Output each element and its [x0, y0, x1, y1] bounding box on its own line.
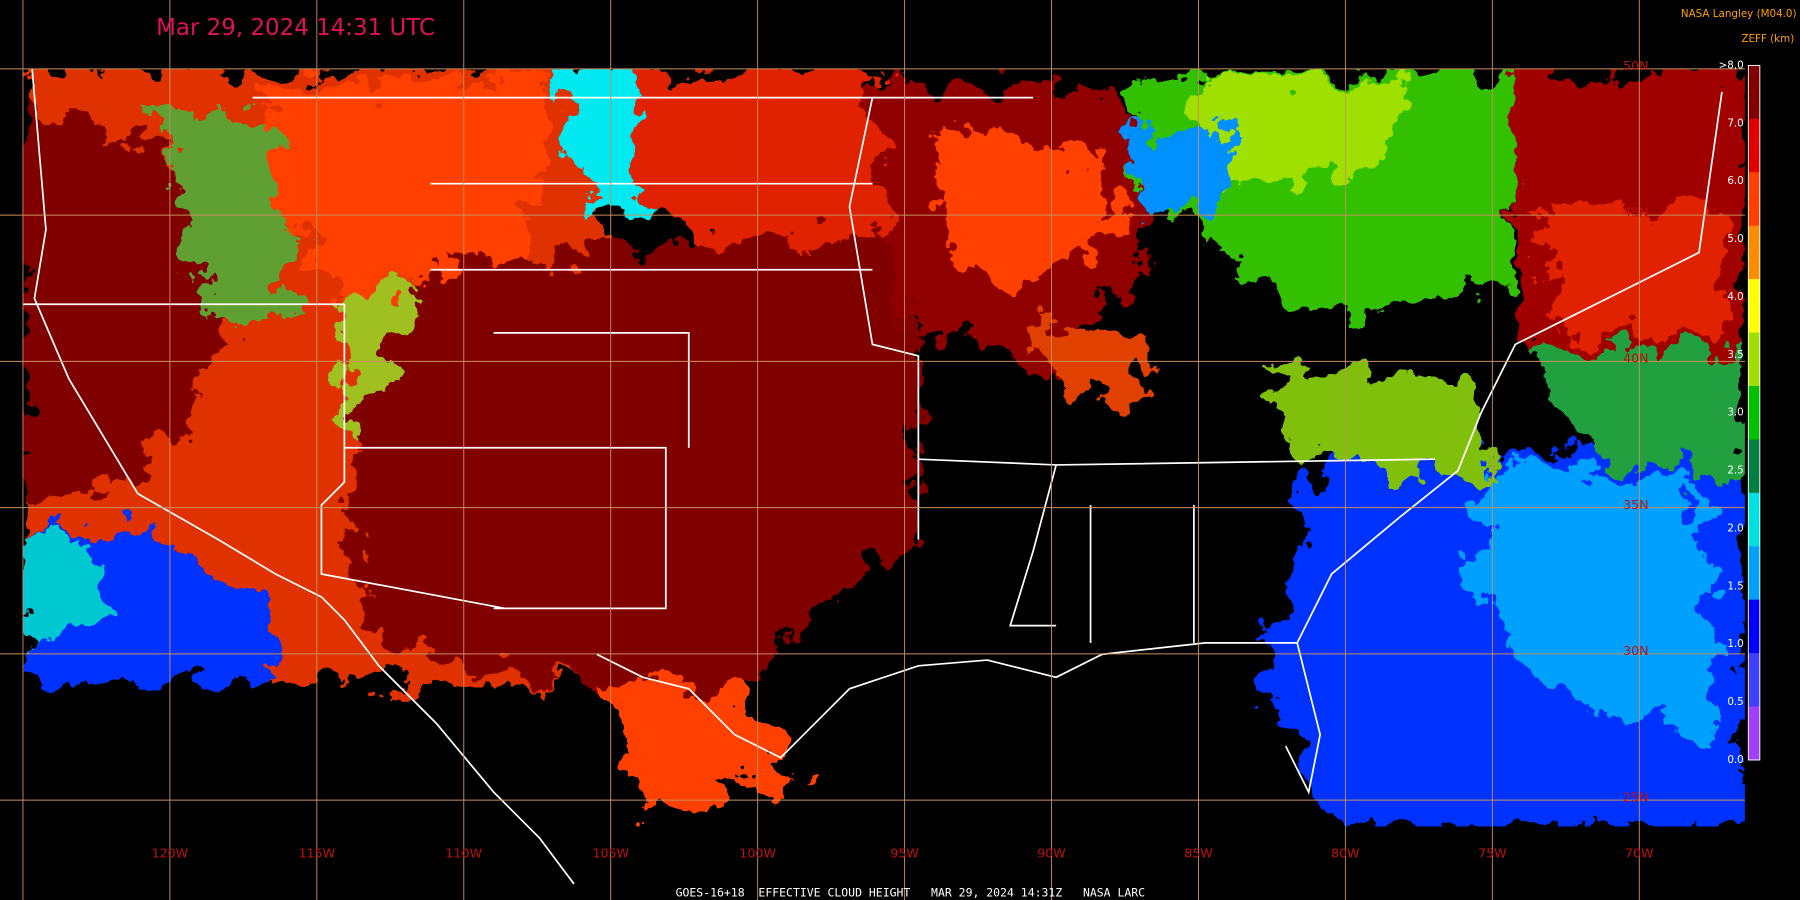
colorbar-frame — [1747, 64, 1761, 761]
colorbar-label: 0.5 — [1727, 696, 1743, 708]
colorbar-label: 5.0 — [1727, 233, 1743, 245]
colorbar-label: 2.0 — [1727, 522, 1743, 534]
colorbar-label: >8.0 — [1719, 59, 1744, 71]
colorbar-segment — [1748, 279, 1760, 334]
gulf-coast — [596, 641, 1322, 795]
colorbar: >8.0 7.0 6.0 5.0 4.0 3.5 3.0 2.5 2.0 1.5 1.0 0.5 0.0 — [1719, 59, 1761, 766]
colorbar-label: 3.5 — [1727, 349, 1743, 361]
longitude-label: 95W — [890, 846, 919, 861]
colorbar-label: 3.0 — [1727, 407, 1743, 419]
graticule: 120W 115W 110W 105W 100W 95W 90W 85W 80W 75W 70W 50… — [0, 0, 1745, 900]
latitude-label: 30N — [1623, 643, 1648, 658]
colorbar-label: 1.5 — [1727, 580, 1743, 592]
longitude-label: 85W — [1184, 846, 1213, 861]
colorbar-segment — [1748, 439, 1760, 494]
colorbar-label: 4.0 — [1727, 291, 1743, 303]
latitude-label: 45N — [1623, 204, 1648, 219]
footer: GOES-16+18 EFFECTIVE CLOUD HEIGHT MAR 29… — [676, 886, 1146, 900]
colorbar-segment — [1748, 118, 1760, 173]
state-lines — [22, 303, 667, 610]
colorbar-segment — [1748, 599, 1760, 654]
colorbar-segment — [1748, 653, 1760, 708]
colorbar-label: 7.0 — [1727, 117, 1743, 129]
colorbar-label: 6.0 — [1727, 175, 1743, 187]
longitude-label: 100W — [739, 846, 776, 861]
boundaries — [22, 68, 1723, 885]
colorbar-segment — [1748, 172, 1760, 227]
colorbar-segment — [1748, 385, 1760, 440]
longitude-label: 70W — [1625, 846, 1654, 861]
longitude-label: 75W — [1478, 846, 1507, 861]
latitude-label: 40N — [1623, 351, 1648, 366]
map-title: Mar 29, 2024 14:31 UTC — [156, 15, 435, 41]
latitude-label: 35N — [1623, 497, 1648, 512]
colorbar-label: 1.0 — [1727, 638, 1743, 650]
colorbar-segment — [1748, 546, 1760, 601]
east-coast — [1296, 91, 1723, 644]
colorbar-segment — [1748, 65, 1760, 120]
latitude-label: 25N — [1623, 789, 1648, 804]
west-coast — [31, 68, 575, 885]
longitude-label: 115W — [299, 846, 336, 861]
colorbar-label: 2.5 — [1727, 465, 1743, 477]
unit-label: ZEFF (km) — [1741, 33, 1794, 45]
colorbar-segment — [1748, 492, 1760, 547]
longitude-label: 110W — [446, 846, 483, 861]
longitude-label: 90W — [1037, 846, 1066, 861]
colorbar-segment — [1748, 706, 1760, 761]
colorbar-segment — [1748, 225, 1760, 280]
longitude-label: 80W — [1331, 846, 1360, 861]
interior-lines — [252, 96, 1435, 643]
latitude-label: 50N — [1623, 58, 1648, 73]
source-label: NASA Langley (M04.0) — [1681, 8, 1797, 20]
colorbar-segment — [1748, 332, 1760, 387]
colorbar-label: 0.0 — [1727, 754, 1743, 766]
longitude-label: 120W — [152, 846, 189, 861]
longitude-label: 105W — [592, 846, 629, 861]
